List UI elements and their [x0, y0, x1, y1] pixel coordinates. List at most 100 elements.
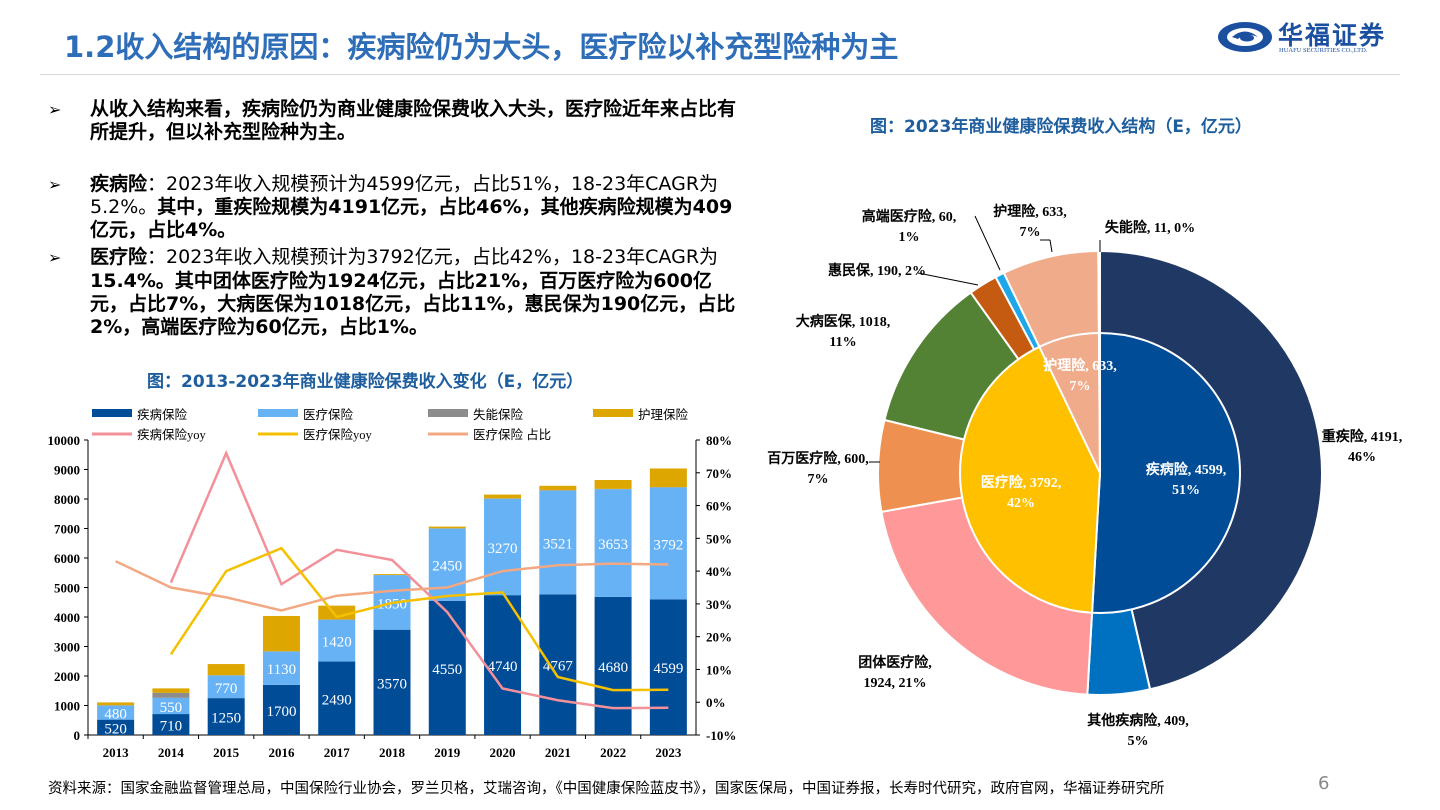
pie-data-label: 护理险, 633,: [993, 203, 1067, 220]
bar-data-label: 1250: [211, 711, 241, 727]
bullet-text: 15.4%。其中团体医疗险为1924亿元，占比21%，百万医疗险为600亿元，占…: [90, 269, 736, 339]
bullet-text: ：2023年收入规模预计为4599亿元，占比51%，18-23年CAGR为5.2…: [90, 172, 719, 218]
y2-tick-label: 60%: [706, 499, 732, 514]
bar-segment: [373, 629, 411, 735]
y-tick-label: 4000: [54, 610, 80, 625]
x-tick-label: 2020: [490, 745, 516, 760]
bullet-text: 医疗险: [90, 246, 148, 269]
bar-data-label: 1700: [266, 704, 296, 720]
bar-data-label: 1420: [322, 635, 352, 651]
bullet-list: ➢ 从收入结构来看，疾病险仍为商业健康险保费收入大头，医疗险近年来占比有所提升，但…: [48, 98, 738, 344]
bar-segment: [484, 498, 522, 596]
pie-data-label: 重疾险, 4191,: [1322, 428, 1403, 445]
arrow-bullet-icon: ➢: [48, 248, 62, 268]
bar-segment: [539, 490, 577, 595]
inner-slice: [959, 345, 1102, 614]
bar-segment: [97, 719, 135, 735]
x-tick-label: 2023: [655, 745, 682, 760]
legend-swatch: [428, 409, 468, 417]
pie-chart-title: 图：2023年商业健康险保费收入结构（E，亿元）: [870, 117, 1252, 137]
y2-tick-label: 70%: [706, 466, 732, 481]
bullet-text: 其中，重疾险规模为4191亿元，占比46%，其他疾病险规模为409亿元，占比4%…: [90, 195, 733, 242]
bullet-item: ➢ 从收入结构来看，疾病险仍为商业健康险保费收入大头，医疗险近年来占比有所提升，但…: [48, 98, 738, 145]
leader-line: [1049, 239, 1053, 253]
bar-segment: [207, 675, 245, 699]
bar-data-label: 1850: [377, 596, 407, 612]
pie-data-label: 1924, 21%: [864, 676, 927, 691]
pie-data-label: 护理险, 633,: [1043, 357, 1117, 374]
bar-segment: [649, 468, 687, 488]
bar-data-label: 3792: [653, 537, 683, 553]
legend-label: 医疗保险yoy: [303, 427, 373, 442]
legend-label: 失能保险: [473, 407, 524, 422]
pie-data-label: 医疗险, 3792,: [981, 474, 1062, 491]
bar-segment: [318, 619, 356, 662]
y-tick-label: 5000: [54, 581, 80, 596]
x-tick-label: 2022: [600, 745, 626, 760]
x-tick-label: 2017: [324, 745, 351, 760]
pie-data-label: 大病医保, 1018,: [796, 313, 891, 330]
header-divider: [40, 74, 1400, 75]
x-tick-label: 2019: [434, 745, 461, 760]
logo-text-cn: 华福证券: [1278, 21, 1387, 50]
pie-data-label: 42%: [1007, 496, 1035, 511]
bar-data-label: 3521: [543, 536, 573, 552]
bullet-item: ➢ 医疗险：2023年收入规模预计为3792亿元，占比42%，18-23年CAGR…: [48, 246, 738, 339]
bar-segment: [318, 661, 356, 735]
bar-segment: [484, 494, 522, 499]
y-tick-label: 0: [74, 728, 81, 743]
inner-slice: [1091, 331, 1241, 614]
bar-segment: [207, 664, 245, 676]
y2-tick-label: 0%: [706, 695, 726, 710]
bar-segment: [152, 714, 190, 735]
bar-segment: [594, 489, 632, 597]
bar-data-label: 3653: [598, 537, 628, 553]
bar-data-label: 4767: [543, 659, 574, 675]
bar-segment: [594, 596, 632, 735]
bar-segment: [152, 697, 190, 715]
huafu-logo-icon: [1218, 22, 1272, 52]
line-series: [169, 546, 669, 692]
bar-segment: [97, 705, 135, 720]
bar-segment: [152, 688, 190, 693]
bullet-item: ➢ 疾病险：2023年收入规模预计为4599亿元，占比51%，18-23年CAGR…: [48, 173, 738, 243]
page-title: 1.2收入结构的原因：疾病险仍为大头，医疗险以补充型险种为主: [64, 30, 899, 64]
y-tick-label: 2000: [54, 669, 80, 684]
pie-data-label: 7%: [1070, 379, 1091, 394]
pie-data-label: 团体医疗险,: [858, 654, 932, 671]
legend-label: 疾病保险: [137, 407, 188, 422]
pie-data-label: 疾病险, 4599,: [1146, 461, 1227, 478]
bar-segment: [594, 480, 632, 489]
pie-data-label: 惠民保, 190, 2%: [828, 262, 926, 279]
y-tick-label: 9000: [54, 463, 80, 478]
bar-data-label: 770: [215, 681, 238, 697]
bar-data-label: 2490: [322, 692, 352, 708]
bar-segment: [373, 574, 411, 575]
bar-data-label: 4550: [432, 662, 462, 678]
logo-text-en: HUAFU SECURITIES CO.,LTD.: [1279, 47, 1368, 54]
company-logo: 华福证券 HUAFU SECURITIES CO.,LTD.: [1216, 16, 1391, 60]
inner-slice: [1097, 331, 1101, 474]
pie-data-label: 46%: [1348, 450, 1376, 465]
bar-data-label: 710: [160, 719, 183, 735]
bullet-text: 疾病险: [90, 172, 148, 195]
pie-data-label: 其他疾病险, 409,: [1087, 712, 1189, 729]
legend-label: 医疗保险: [303, 407, 354, 422]
y-tick-label: 8000: [54, 492, 80, 507]
bar-data-label: 480: [104, 707, 127, 723]
leader-line: [974, 215, 1001, 271]
bar-segment: [649, 487, 687, 600]
bar-segment: [152, 692, 190, 698]
y2-tick-label: 20%: [706, 630, 732, 645]
bar-data-label: 3570: [377, 676, 407, 692]
y-tick-label: 7000: [54, 522, 80, 537]
page-number: 6: [1318, 773, 1330, 794]
bar-segment: [262, 615, 300, 652]
y2-tick-label: 30%: [706, 597, 732, 612]
bar-segment: [262, 684, 300, 735]
bar-data-label: 4599: [653, 661, 683, 677]
bar-data-label: 4680: [598, 660, 628, 676]
legend-label: 疾病保险yoy: [137, 427, 207, 442]
leader-line: [917, 272, 979, 286]
y2-tick-label: 80%: [706, 433, 732, 448]
